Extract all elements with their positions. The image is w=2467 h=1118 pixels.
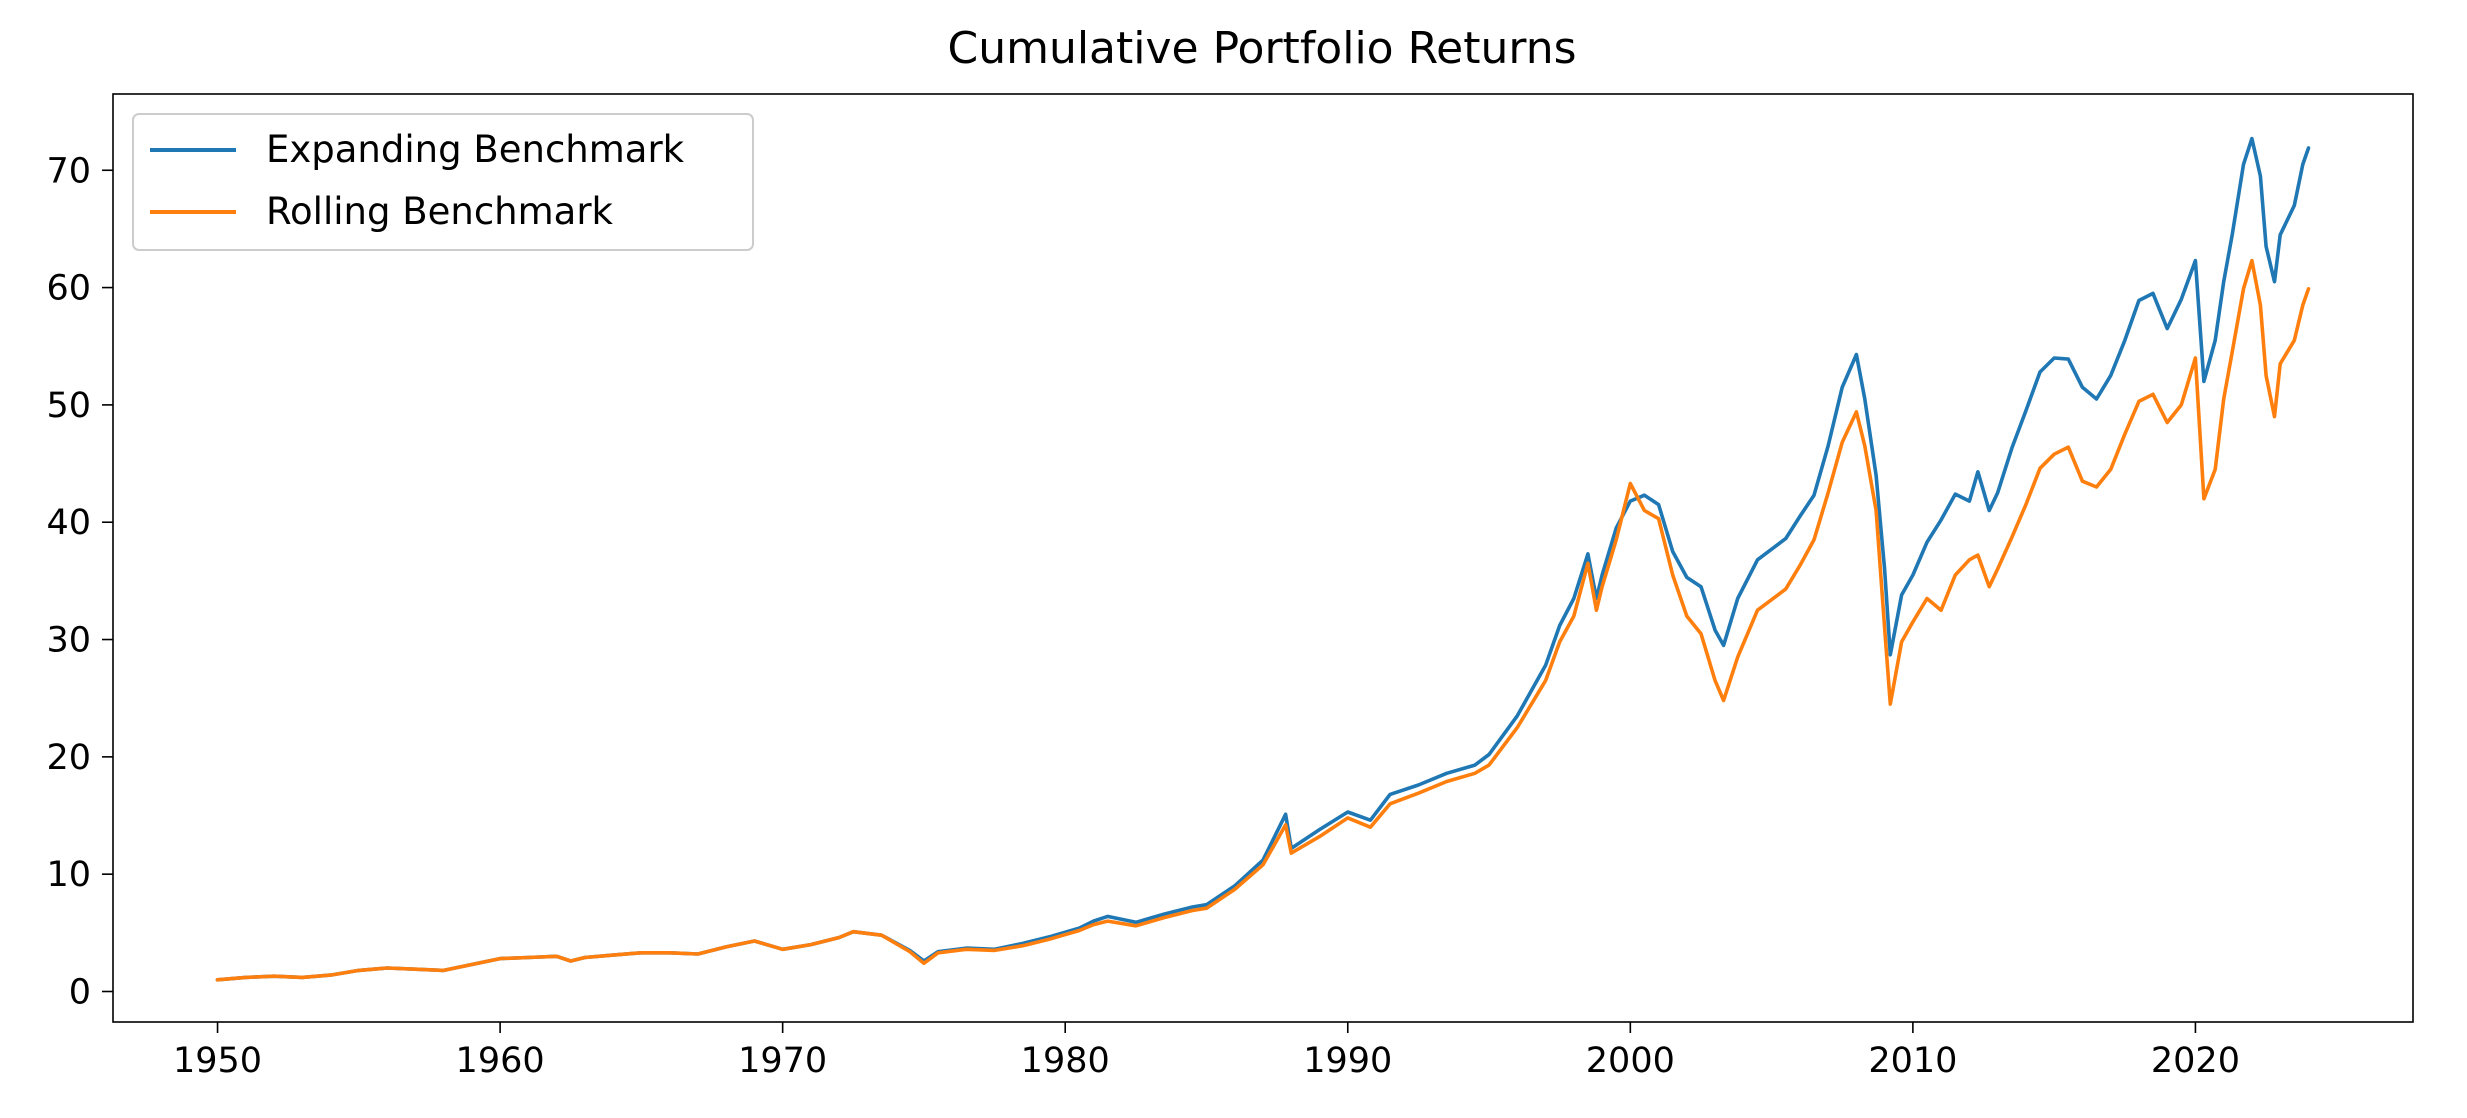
y-tick-label: 20 <box>46 738 91 778</box>
series-line-rolling-benchmark <box>215 258 2311 982</box>
y-tick-label: 40 <box>46 503 91 543</box>
legend: Expanding Benchmark Rolling Benchmark <box>132 113 754 251</box>
y-tick-label: 50 <box>46 386 91 426</box>
x-tick-label: 1990 <box>1303 1041 1392 1081</box>
x-tick-label: 1980 <box>1021 1041 1110 1081</box>
x-tick-label: 2010 <box>1868 1041 1957 1081</box>
y-tick-label: 30 <box>46 621 91 661</box>
x-tick-label: 2020 <box>2151 1041 2240 1081</box>
legend-label: Expanding Benchmark <box>266 128 685 171</box>
x-tick-label: 2000 <box>1586 1041 1675 1081</box>
x-tick-label: 1960 <box>456 1041 545 1081</box>
x-tick-label: 1970 <box>738 1041 827 1081</box>
y-tick-label: 0 <box>69 972 91 1012</box>
chart-title: Cumulative Portfolio Returns <box>947 23 1576 74</box>
y-axis-ticks: 0 10 20 30 40 50 60 70 <box>46 151 113 1012</box>
legend-box <box>132 113 754 251</box>
y-tick-label: 60 <box>46 269 91 309</box>
x-axis-ticks: 1950 1960 1970 1980 1990 2000 2010 2020 <box>173 1022 2240 1081</box>
legend-label: Rolling Benchmark <box>266 190 614 233</box>
plot-frame <box>112 93 2414 1023</box>
x-tick-label: 1950 <box>173 1041 262 1081</box>
series-line-expanding-benchmark <box>215 136 2311 982</box>
y-tick-label: 10 <box>46 855 91 895</box>
plot-area <box>215 136 2311 982</box>
y-tick-label: 70 <box>46 151 91 191</box>
